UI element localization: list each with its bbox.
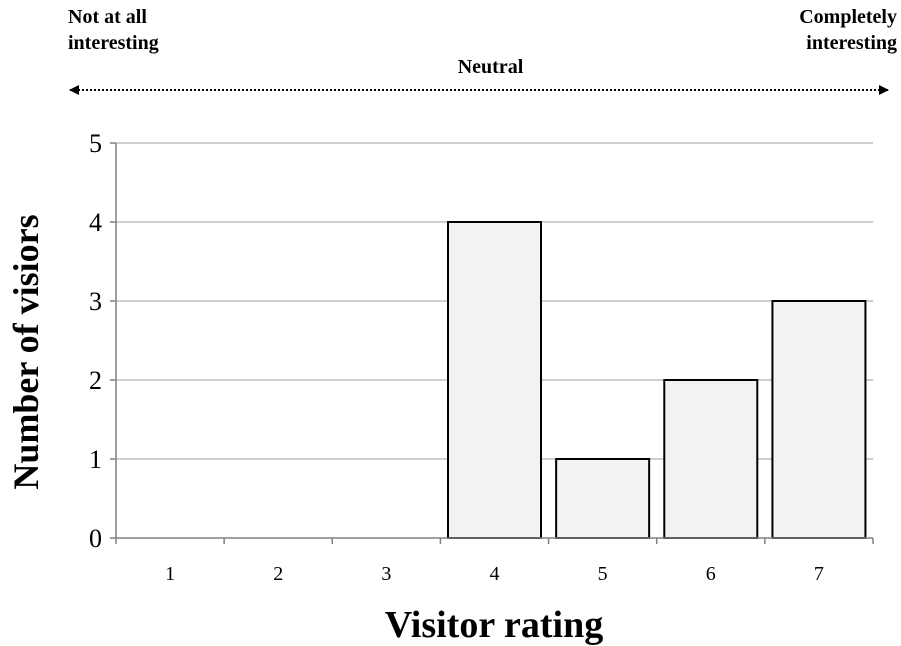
bar-6 (663, 379, 759, 539)
x-tick-label-6: 6 (706, 563, 716, 585)
x-tick-label-5: 5 (598, 563, 608, 585)
scale-right-line2: interesting (806, 32, 897, 54)
y-tick-label-0: 0 (89, 524, 102, 553)
scale-left-line1: Not at all (68, 6, 147, 28)
y-axis-title: Number of visiors (6, 214, 46, 489)
x-tick-label-7: 7 (814, 563, 824, 585)
x-tick-label-4: 4 (490, 563, 500, 585)
y-tick-label-1: 1 (89, 445, 102, 474)
scale-middle-label: Neutral (457, 56, 524, 78)
y-tick-label-3: 3 (89, 287, 102, 316)
scale-right-line1: Completely (799, 6, 897, 28)
x-tick-label-2: 2 (273, 563, 283, 585)
x-axis-title: Visitor rating (385, 604, 603, 646)
y-tick-label-4: 4 (89, 208, 102, 237)
bar-7 (771, 300, 867, 539)
x-tick-label-1: 1 (165, 563, 175, 585)
scale-left-label: Not at all interesting (68, 4, 159, 56)
scale-left-line2: interesting (68, 32, 159, 54)
y-tick-label-5: 5 (89, 129, 102, 158)
bar-4 (446, 221, 543, 539)
axes (110, 142, 874, 544)
bar-5 (555, 458, 651, 539)
y-tick-label-2: 2 (89, 366, 102, 395)
scale-right-label: Completely interesting (799, 4, 897, 56)
tick-labels: 0 1 2 3 4 5 1 2 3 4 5 6 7 (89, 129, 824, 585)
x-tick-label-3: 3 (381, 563, 391, 585)
